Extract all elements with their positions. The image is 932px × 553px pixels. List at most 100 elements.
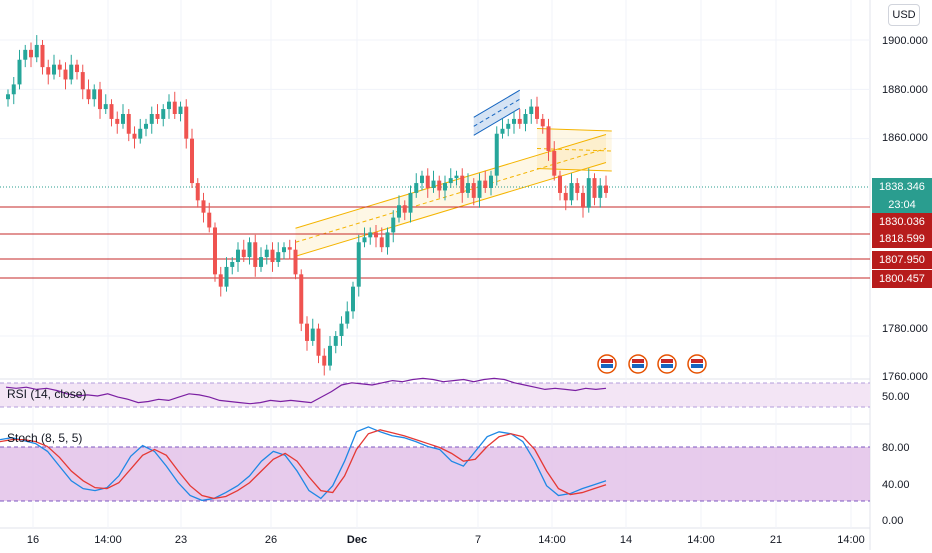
time-tick-label: 14:00 [538,534,566,546]
time-tick-label: 21 [770,534,782,546]
candle-body [356,242,361,287]
candle-body [40,44,45,68]
stoch-tick-label: 0.00 [882,515,903,527]
candle-body [6,94,10,100]
candle-body [190,138,194,184]
candle-body [506,123,511,129]
channel-mid-line [295,148,607,243]
candle-body [75,64,79,73]
time-tick-label: 16 [27,534,39,546]
candle-body [586,178,591,208]
candle-body [420,175,424,184]
candle-body [425,175,430,188]
price-tick-label: 1900.000 [882,35,928,47]
price-tick-label: 1880.000 [882,84,928,96]
channel-fill [473,90,520,136]
level-label-2: 1818.599 [872,230,932,248]
candle-body [80,72,85,90]
candle-body [103,104,108,110]
candle-body [161,109,166,119]
candle-body [333,336,338,346]
candle-body [305,323,309,341]
candle-body [98,89,102,110]
candle-body [460,175,465,193]
time-tick-label: 14 [620,534,632,546]
candle-body [345,311,350,324]
candle-body [276,252,281,262]
level-label-3: 1807.950 [872,251,932,269]
candle-body [195,183,200,201]
candle-body [138,128,143,139]
candle-body [247,242,252,258]
candle-body [540,118,545,127]
currency-selector[interactable]: USD [888,4,920,26]
channel-upper-line [473,89,521,118]
candle-body [523,114,528,124]
candle-body [414,183,419,193]
rsi-tick-label: 50.00 [882,391,910,403]
rsi-line [5,377,607,405]
candle-body [299,274,304,324]
candle-body [443,183,447,191]
candle-body [57,64,62,70]
candle-body [500,128,505,134]
candle-body [437,180,442,191]
candle-body [569,183,574,201]
candle-body [172,101,177,114]
candle-body [253,242,258,267]
candle-body [379,237,384,248]
candle-body [23,49,28,60]
candle-body [155,114,160,119]
candle-body [477,180,482,198]
stoch-tick-label: 80.00 [882,442,910,454]
candle-body [454,175,459,179]
event-flag-stripe [691,364,703,368]
candle-body [529,106,534,114]
channel-lower-line [473,107,521,136]
time-tick-label: 7 [475,534,481,546]
candle-body [322,355,327,366]
candle-body [132,133,137,139]
candle-body [46,67,51,75]
event-flag-stripe [661,359,673,363]
candle-body [201,200,206,213]
time-tick-label: 14:00 [94,534,122,546]
candle-body [391,217,396,233]
candle-body [489,175,493,188]
time-tick-label: 26 [265,534,277,546]
price-tick-label: 1860.000 [882,132,928,144]
level-label-1: 1830.036 [872,213,932,231]
candle-body [535,106,539,119]
candle-body [581,192,585,208]
stoch-title[interactable]: Stoch (8, 5, 5) [7,431,83,445]
event-flag-stripe [632,359,644,363]
rsi-title[interactable]: RSI (14, close) [7,387,87,401]
candle-body [236,249,240,262]
candle-body [241,249,246,258]
candle-body [149,114,154,124]
candle-body [558,175,562,193]
candle-body [69,64,74,80]
candle-body [368,232,373,238]
candle-body [92,89,97,100]
time-tick-label: 23 [175,534,187,546]
candle-body [339,323,344,336]
channel-mid-line [536,148,612,152]
time-tick-label: 14:00 [837,534,865,546]
candle-body [448,178,453,184]
candle-body [184,106,189,139]
candle-body [374,232,378,238]
candle-body [287,247,292,250]
candle-body [316,328,321,356]
candle-body [604,185,608,193]
stoch-band [0,447,870,501]
candle-body [264,249,269,258]
price-tick-label: 1780.000 [882,323,928,335]
candle-body [402,205,407,213]
time-tick-label: 14:00 [687,534,715,546]
stoch-d-line [0,429,607,500]
candle-body [17,59,22,85]
candle-body [466,183,470,193]
